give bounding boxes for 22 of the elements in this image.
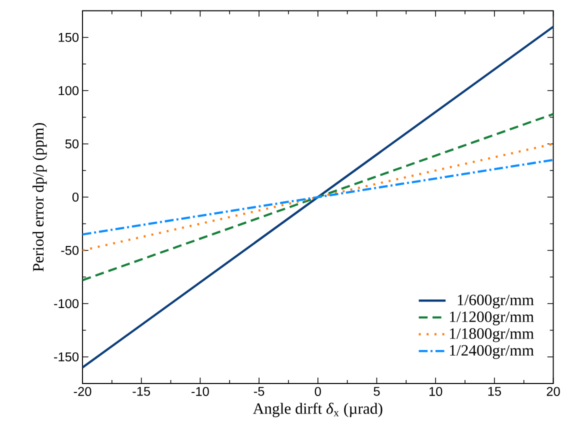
y-axis-title: Period error dp/p (ppm) <box>32 122 47 272</box>
legend-label: 1/1200gr/mm <box>450 311 534 326</box>
legend-label: 1/600gr/mm <box>458 294 534 308</box>
x-tick-label: -10 <box>192 386 209 396</box>
y-tick-label: -150 <box>54 352 79 362</box>
x-tick-label: 15 <box>488 386 501 396</box>
legend-label: 1/1800gr/mm <box>450 328 534 342</box>
y-tick-label: -100 <box>54 298 79 308</box>
x-tick-label: 20 <box>546 386 560 396</box>
x-tick-label: 0 <box>314 386 321 396</box>
x-tick-label: -15 <box>132 386 150 396</box>
y-tick-label: -50 <box>61 246 79 255</box>
x-tick-label: -5 <box>254 386 264 396</box>
legend-label: 1/2400gr/mm <box>450 344 534 359</box>
x-tick-label: 5 <box>374 386 380 396</box>
y-tick-label: 0 <box>72 192 79 202</box>
x-axis-title: Angle dirft δ$_{x}$ (µrad) <box>252 402 382 417</box>
y-tick-label: 50 <box>65 139 79 148</box>
x-tick-label: -20 <box>74 386 92 396</box>
y-tick-label: 100 <box>58 86 79 95</box>
x-tick-label: 10 <box>429 386 442 396</box>
y-tick-label: 150 <box>58 32 79 42</box>
